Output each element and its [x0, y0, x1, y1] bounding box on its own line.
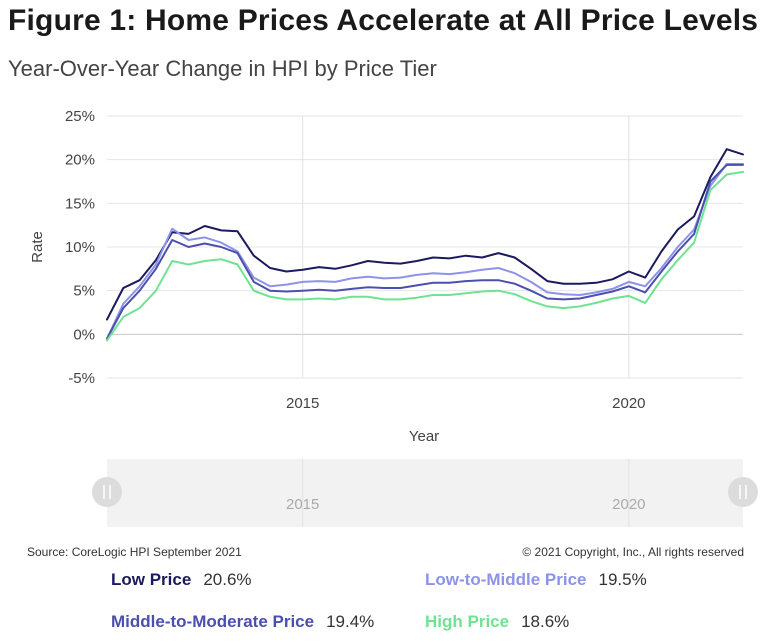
y-tick-label: 20%	[65, 152, 95, 169]
legend-value: 19.4%	[326, 612, 375, 631]
legend-item-low-to-middle-price[interactable]: Low-to-Middle Price 19.5%	[425, 570, 647, 590]
chart-series	[106, 148, 744, 342]
legend-name: Middle-to-Moderate Price	[111, 612, 315, 631]
navigator-background[interactable]	[107, 459, 743, 527]
x-tick-label: 2015	[286, 395, 319, 412]
range-navigator[interactable]: 2015 2020	[92, 459, 758, 527]
source-note: Source: CoreLogic HPI September 2021	[27, 545, 242, 559]
series-line-high-price[interactable]	[106, 170, 744, 342]
navigator-tick-label: 2020	[612, 496, 645, 513]
chart-subtitle: Year-Over-Year Change in HPI by Price Ti…	[8, 56, 437, 81]
legend-value: 18.6%	[521, 612, 570, 631]
series-line-middle-to-moderate-price[interactable]	[106, 163, 744, 340]
legend-name: High Price	[425, 612, 510, 631]
y-tick-label: 5%	[73, 283, 95, 300]
legend-item-high-price[interactable]: High Price 18.6%	[425, 612, 569, 632]
legend-name: Low Price	[111, 570, 192, 589]
legend-item-low-price[interactable]: Low Price 20.6%	[111, 570, 252, 590]
y-axis-label: Rate	[29, 231, 46, 263]
y-tick-label: -5%	[68, 370, 95, 387]
navigator-tick-label: 2015	[286, 496, 319, 513]
y-tick-label: 15%	[65, 195, 95, 212]
y-tick-label: 0%	[73, 326, 95, 343]
navigator-right-handle[interactable]	[728, 477, 758, 507]
line-chart: -5% 0% 5% 10% 15% 20% 25% 2015 2020 Year Rate 2…	[29, 108, 758, 527]
navigator-left-handle[interactable]	[92, 477, 122, 507]
x-axis: 2015 2020	[286, 395, 646, 412]
chart-grid	[107, 115, 743, 379]
legend-value: 20.6%	[203, 570, 252, 589]
x-axis-label: Year	[409, 428, 439, 445]
series-line-low-to-middle-price[interactable]	[106, 163, 744, 340]
copyright-note: © 2021 Copyright, Inc., All rights reser…	[522, 545, 744, 559]
legend-item-middle-to-moderate-price[interactable]: Middle-to-Moderate Price 19.4%	[111, 612, 374, 632]
series-line-low-price[interactable]	[106, 148, 744, 321]
y-axis: -5% 0% 5% 10% 15% 20% 25%	[65, 108, 95, 387]
chart-title: Figure 1: Home Prices Accelerate at All …	[8, 4, 759, 37]
legend-name: Low-to-Middle Price	[425, 570, 587, 589]
legend-value: 19.5%	[598, 570, 647, 589]
y-tick-label: 10%	[65, 239, 95, 256]
y-tick-label: 25%	[65, 108, 95, 125]
x-tick-label: 2020	[612, 395, 645, 412]
